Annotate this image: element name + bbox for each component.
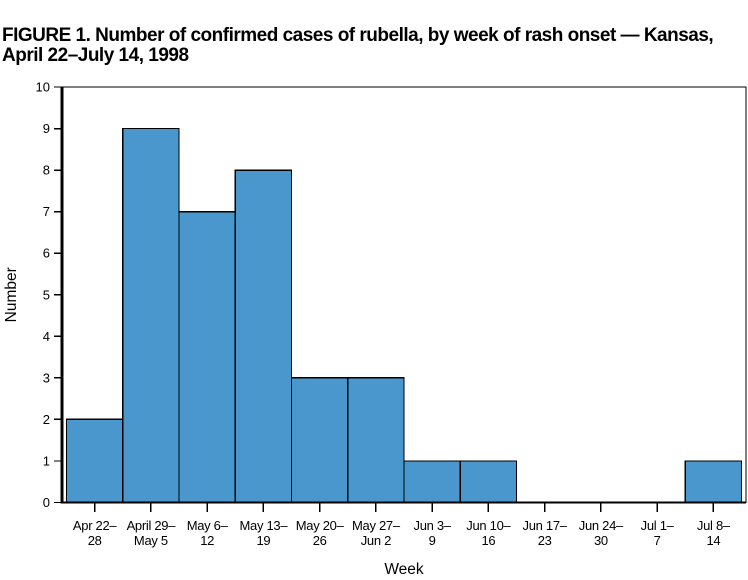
x-tick-label-4-line1: May 20– (296, 518, 345, 533)
x-tick-label-10-line1: Jul 1– (641, 518, 675, 533)
x-tick-label-11-line2: 14 (706, 533, 720, 548)
x-tick-label-4-line2: 26 (313, 533, 327, 548)
bar-11 (684, 460, 743, 504)
y-tick-label-8: 8 (43, 163, 50, 178)
x-tick-label-10-line2: 7 (654, 533, 661, 548)
figure-title-line2: April 22–July 14, 1998 (2, 45, 189, 66)
bar-4 (290, 377, 349, 504)
x-tick-label-8-line2: 23 (538, 533, 552, 548)
bar-6 (403, 460, 461, 504)
x-tick-label-0-line1: Apr 22– (73, 518, 118, 533)
x-tick-label-8-line1: Jun 17– (523, 518, 568, 533)
bar-5 (347, 377, 405, 504)
x-tick-label-2-line2: 12 (200, 533, 214, 548)
y-tick-label-10: 10 (36, 80, 50, 95)
x-tick-label-3-line2: 19 (256, 533, 270, 548)
y-tick-label-7: 7 (43, 204, 50, 219)
x-tick-label-5-line1: May 27– (352, 518, 401, 533)
y-tick-label-4: 4 (43, 329, 50, 344)
figure-title: FIGURE 1. Number of confirmed cases of r… (2, 25, 714, 66)
x-tick-label-0-line2: 28 (88, 533, 102, 548)
x-tick-label-11-line1: Jul 8– (697, 518, 731, 533)
bar-1 (122, 127, 180, 504)
x-axis-title: Week (384, 561, 424, 578)
x-tick-label-6-line1: Jun 3– (414, 518, 452, 533)
x-tick-label-7-line1: Jun 10– (466, 518, 511, 533)
x-tick-label-5-line2: Jun 2 (361, 533, 391, 548)
y-tick-label-5: 5 (43, 287, 50, 302)
x-tick-label-1-line1: April 29– (127, 518, 177, 533)
x-tick-label-1-line2: May 5 (134, 533, 168, 548)
x-tick-label-7-line2: 16 (481, 533, 495, 548)
y-tick-label-3: 3 (43, 370, 50, 385)
y-tick-label-1: 1 (43, 453, 50, 468)
y-tick-label-2: 2 (43, 412, 50, 427)
bar-7 (459, 460, 518, 504)
x-tick-label-3-line1: May 13– (239, 518, 288, 533)
figure-title-line1: FIGURE 1. Number of confirmed cases of r… (2, 25, 714, 46)
y-axis-title: Number (3, 267, 20, 322)
x-tick-label-6-line2: 9 (429, 533, 436, 548)
bar-3 (234, 169, 293, 504)
y-tick-label-9: 9 (43, 121, 50, 136)
x-tick-label-2-line1: May 6– (187, 518, 229, 533)
bar-0 (65, 418, 124, 504)
y-tick-label-6: 6 (43, 246, 50, 261)
y-tick-label-0: 0 (43, 495, 50, 510)
bar-2 (178, 210, 236, 504)
x-tick-label-9-line1: Jun 24– (579, 518, 624, 533)
x-tick-label-9-line2: 30 (594, 533, 608, 548)
